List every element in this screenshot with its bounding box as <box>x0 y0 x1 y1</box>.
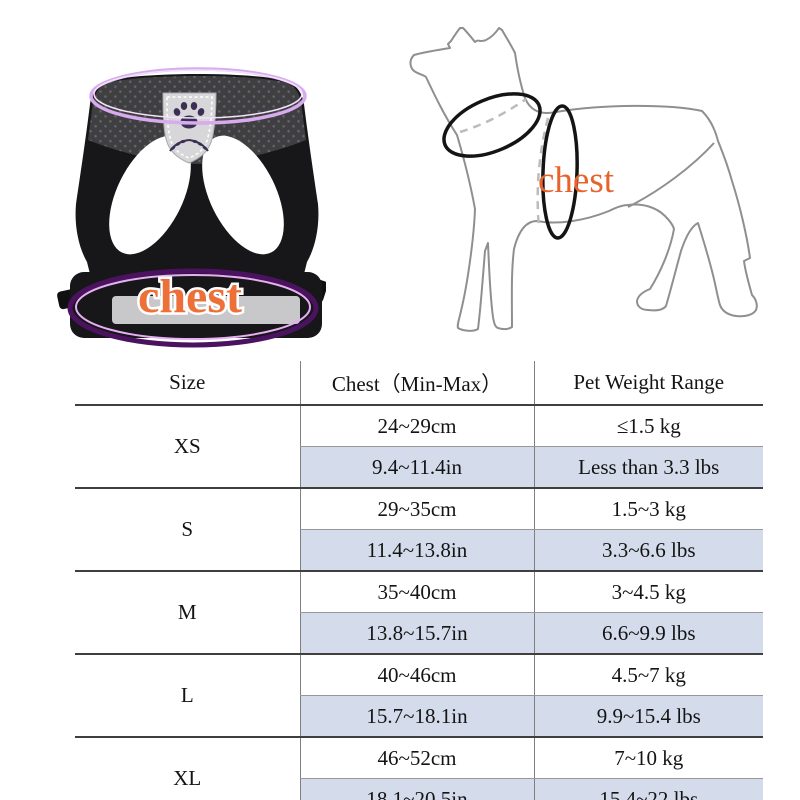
weight-kg: 4.5~7 kg <box>533 653 763 696</box>
table-row: 11.4~13.8in 3.3~6.6 lbs <box>75 529 763 571</box>
neck-tape-dashed <box>459 97 527 134</box>
chest-band-ellipse-outer <box>67 268 319 348</box>
weight-kg: 1.5~3 kg <box>533 487 763 530</box>
neck-measure-ring <box>442 92 542 158</box>
chest-cm: 35~40cm <box>299 570 534 613</box>
table-header-row: Size Chest（Min-Max） Pet Weight Range <box>75 361 763 406</box>
size-l: L <box>75 653 300 737</box>
neck-opening-ellipse-highlight <box>93 69 303 119</box>
harness-chest-label: chest <box>138 270 242 323</box>
weight-kg: 7~10 kg <box>533 736 763 779</box>
weight-kg: ≤1.5 kg <box>533 404 763 447</box>
chest-tape-dashed <box>536 117 550 229</box>
weight-lbs: 3.3~6.6 lbs <box>533 529 763 571</box>
table-row: S 29~35cm 1.5~3 kg <box>75 487 763 571</box>
dog-measurement-diagram: chest <box>409 27 758 332</box>
right-armhole <box>202 135 284 255</box>
chest-cm: 24~29cm <box>299 404 534 447</box>
table-row: 15.7~18.1in 9.9~15.4 lbs <box>75 695 763 737</box>
weight-lbs: 6.6~9.9 lbs <box>533 612 763 654</box>
chest-band-ellipse-inner <box>75 274 311 340</box>
chest-in: 18.1~20.5in <box>299 778 534 800</box>
col-header-weight: Pet Weight Range <box>533 361 763 406</box>
weight-lbs: 9.9~15.4 lbs <box>533 695 763 737</box>
chest-measure-ring <box>541 104 579 240</box>
harness-photo: chest <box>57 67 326 348</box>
size-table: Size Chest（Min-Max） Pet Weight Range XS … <box>75 361 763 800</box>
chest-in: 9.4~11.4in <box>299 446 534 488</box>
chest-in: 15.7~18.1in <box>299 695 534 737</box>
dog-chest-label: chest <box>538 160 615 201</box>
thigh-line <box>627 142 715 208</box>
table-row: 18.1~20.5in 15.4~22 lbs <box>75 778 763 800</box>
chest-cm: 46~52cm <box>299 736 534 779</box>
weight-kg: 3~4.5 kg <box>533 570 763 613</box>
size-xs: XS <box>75 404 300 488</box>
reflective-strip <box>112 296 300 324</box>
chest-in: 11.4~13.8in <box>299 529 534 571</box>
col-header-chest: Chest（Min-Max） <box>299 361 534 406</box>
table-row: L 40~46cm 4.5~7 kg <box>75 653 763 737</box>
dog-outline <box>409 27 758 332</box>
col-header-size: Size <box>75 361 300 406</box>
table-row: M 35~40cm 3~4.5 kg <box>75 570 763 654</box>
weight-lbs: Less than 3.3 lbs <box>533 446 763 488</box>
size-s: S <box>75 487 300 571</box>
table-row: XS 24~29cm ≤1.5 kg <box>75 404 763 488</box>
table-row: XL 46~52cm 7~10 kg <box>75 736 763 800</box>
left-armhole <box>109 135 191 255</box>
chest-cm: 29~35cm <box>299 487 534 530</box>
table-row: 13.8~15.7in 6.6~9.9 lbs <box>75 612 763 654</box>
size-xl: XL <box>75 736 300 800</box>
chest-cm: 40~46cm <box>299 653 534 696</box>
size-m: M <box>75 570 300 654</box>
table-row: 9.4~11.4in Less than 3.3 lbs <box>75 446 763 488</box>
weight-lbs: 15.4~22 lbs <box>533 778 763 800</box>
chest-in: 13.8~15.7in <box>299 612 534 654</box>
neck-opening-ellipse <box>89 67 307 125</box>
